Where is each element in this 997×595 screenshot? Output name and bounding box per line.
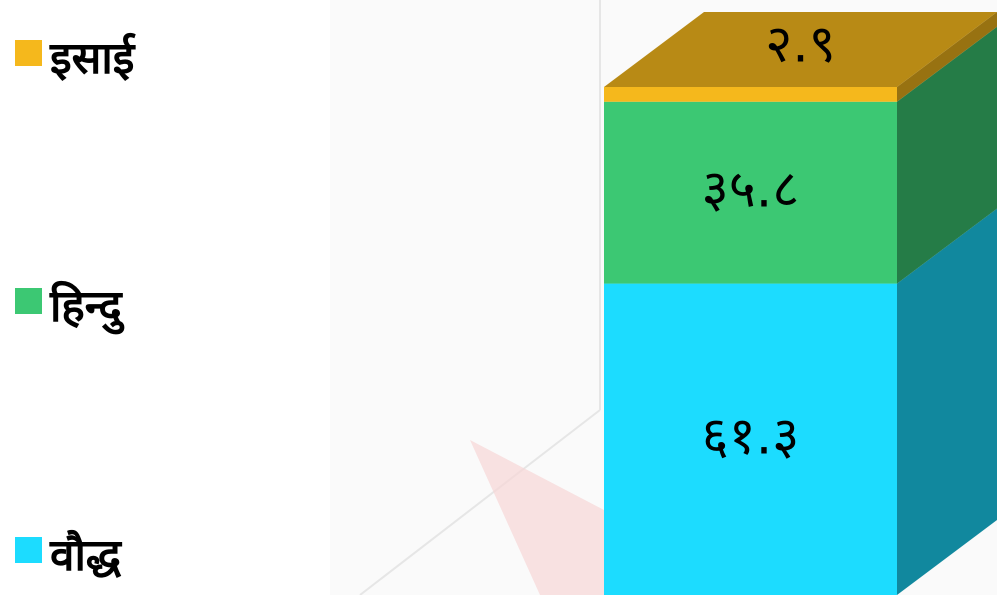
legend-label: इसाई [49,32,136,84]
legend-label: हिन्दु [49,280,124,335]
bar [604,101,897,284]
legend-swatch [15,537,42,563]
bar-side [897,208,997,595]
bar-top [604,12,997,87]
backdrop-line [359,409,601,595]
value-label: ३५.८ [702,160,800,220]
value-label: २.९ [765,15,836,75]
legend-label: वौद्ध [49,529,123,581]
legend-swatch [15,288,42,314]
bar [604,87,897,102]
backdrop-shape [470,440,604,595]
bar [604,283,897,595]
bar-side [897,26,997,284]
value-label: ६१.३ [702,406,800,466]
bar-side [897,12,997,102]
legend-swatch [15,40,42,66]
